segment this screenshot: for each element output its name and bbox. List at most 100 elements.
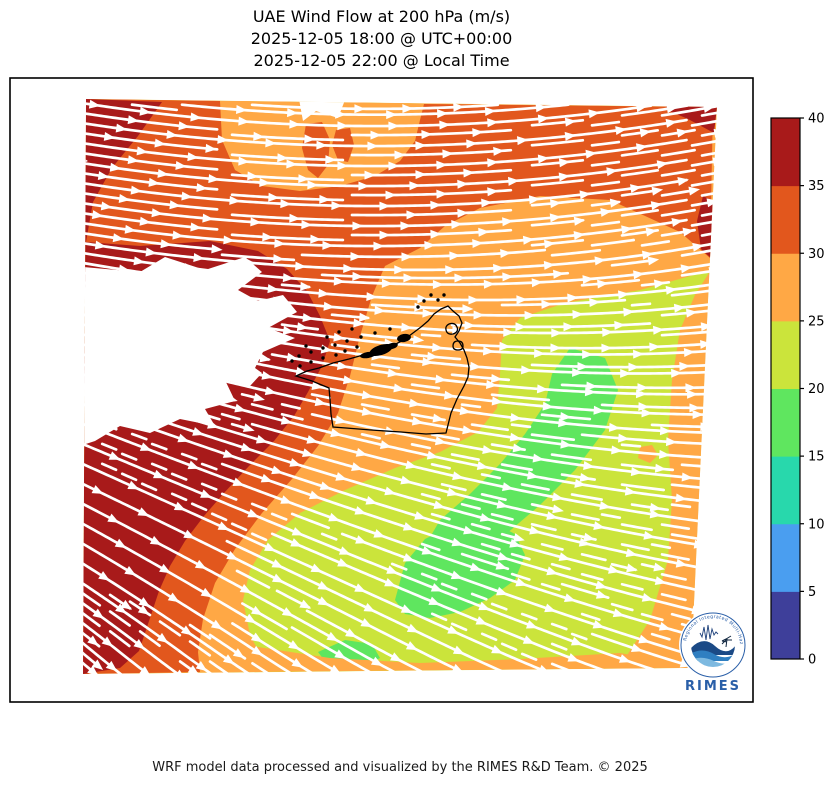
streamline xyxy=(540,542,564,551)
streamline xyxy=(440,482,467,492)
streamline xyxy=(630,302,652,307)
streamline xyxy=(78,191,219,211)
streamline xyxy=(530,178,585,187)
streamline xyxy=(230,213,345,222)
streamline xyxy=(690,119,720,127)
streamline xyxy=(620,483,666,492)
colorbar-tick-label: 15 xyxy=(808,450,825,465)
streamline xyxy=(350,148,513,157)
streamline xyxy=(350,168,513,177)
colorbar-band-15-20 xyxy=(771,388,800,457)
streamline xyxy=(470,423,510,432)
streamline xyxy=(78,620,153,679)
streamline xyxy=(520,652,538,661)
streamline xyxy=(590,160,621,167)
streamline xyxy=(78,101,653,128)
streamline xyxy=(230,133,345,142)
streamline xyxy=(251,662,272,677)
streamline xyxy=(230,233,345,242)
streamline xyxy=(470,342,714,350)
streamline xyxy=(430,512,451,521)
island-dot xyxy=(436,298,440,302)
streamline xyxy=(550,622,568,631)
streamline xyxy=(570,632,588,641)
streamline xyxy=(208,660,232,677)
streamline xyxy=(241,602,288,631)
streamline xyxy=(180,293,219,302)
streamline xyxy=(580,612,601,621)
streamline xyxy=(690,139,720,147)
island-blob xyxy=(386,342,398,350)
uae-coastline xyxy=(290,293,470,435)
streamline xyxy=(480,542,501,551)
streamline xyxy=(430,612,448,622)
credit-footer: WRF model data processed and visualized … xyxy=(152,760,648,775)
island-blob xyxy=(360,351,376,359)
streamline xyxy=(480,473,502,480)
colorbar-tick-label: 20 xyxy=(808,382,825,397)
streamline xyxy=(350,188,513,197)
streamline xyxy=(700,211,719,217)
streamline xyxy=(290,626,375,676)
streamline xyxy=(78,131,219,151)
streamline xyxy=(430,433,460,441)
streamline xyxy=(530,158,585,167)
streamline xyxy=(590,632,697,669)
island-dot xyxy=(350,327,354,331)
streamline xyxy=(650,632,671,641)
colorbar-tick-label: 0 xyxy=(808,653,816,668)
band-35-40-top-right xyxy=(666,104,717,133)
streamline xyxy=(490,512,514,521)
colorbar-band-10-15 xyxy=(771,456,800,525)
streamline xyxy=(480,632,498,642)
streamline xyxy=(620,443,642,448)
streamline xyxy=(420,542,441,552)
streamline xyxy=(670,503,692,509)
streamline xyxy=(570,493,603,501)
over-40-core-white xyxy=(83,257,297,453)
streamline xyxy=(200,462,218,471)
island-dot xyxy=(343,349,347,353)
streamline xyxy=(320,532,338,541)
streamline xyxy=(220,492,238,501)
enclave-borders xyxy=(445,322,464,351)
streamline xyxy=(78,231,219,251)
streamline xyxy=(660,553,690,561)
streamline xyxy=(490,602,508,611)
island-dot xyxy=(388,327,392,331)
streamline xyxy=(150,352,177,362)
streamline xyxy=(470,522,491,531)
colorbar-band-30-35 xyxy=(771,185,800,254)
streamline xyxy=(640,612,664,622)
island-dot xyxy=(297,354,301,358)
colorbar-band-5-10 xyxy=(771,523,800,592)
colorbar-band-0-5 xyxy=(771,591,800,660)
plot-title-line1: UAE Wind Flow at 200 hPa (m/s) xyxy=(252,7,511,26)
streamline xyxy=(660,168,696,177)
streamline xyxy=(600,513,622,520)
streamline xyxy=(210,512,228,522)
streamline xyxy=(170,472,188,481)
streamline xyxy=(470,592,488,601)
streamline xyxy=(77,351,101,361)
plot-title-line2: 2025-12-05 18:00 @ UTC+00:00 xyxy=(250,29,513,48)
streamline xyxy=(580,572,604,582)
streamline xyxy=(78,270,120,281)
island-dot xyxy=(325,335,329,339)
streamline xyxy=(670,288,716,297)
streamline xyxy=(480,492,507,502)
streamline xyxy=(100,462,118,472)
streamline xyxy=(570,513,600,522)
streamline xyxy=(430,462,451,470)
streamline xyxy=(230,522,248,532)
island-dot xyxy=(416,305,420,309)
streamline xyxy=(150,462,168,471)
streamline xyxy=(150,442,168,451)
streamline xyxy=(620,523,653,532)
streamline xyxy=(540,582,561,591)
streamline xyxy=(108,630,131,648)
streamline xyxy=(180,362,207,372)
streamline xyxy=(140,392,161,401)
streamline xyxy=(460,403,482,409)
streamline xyxy=(200,412,221,421)
